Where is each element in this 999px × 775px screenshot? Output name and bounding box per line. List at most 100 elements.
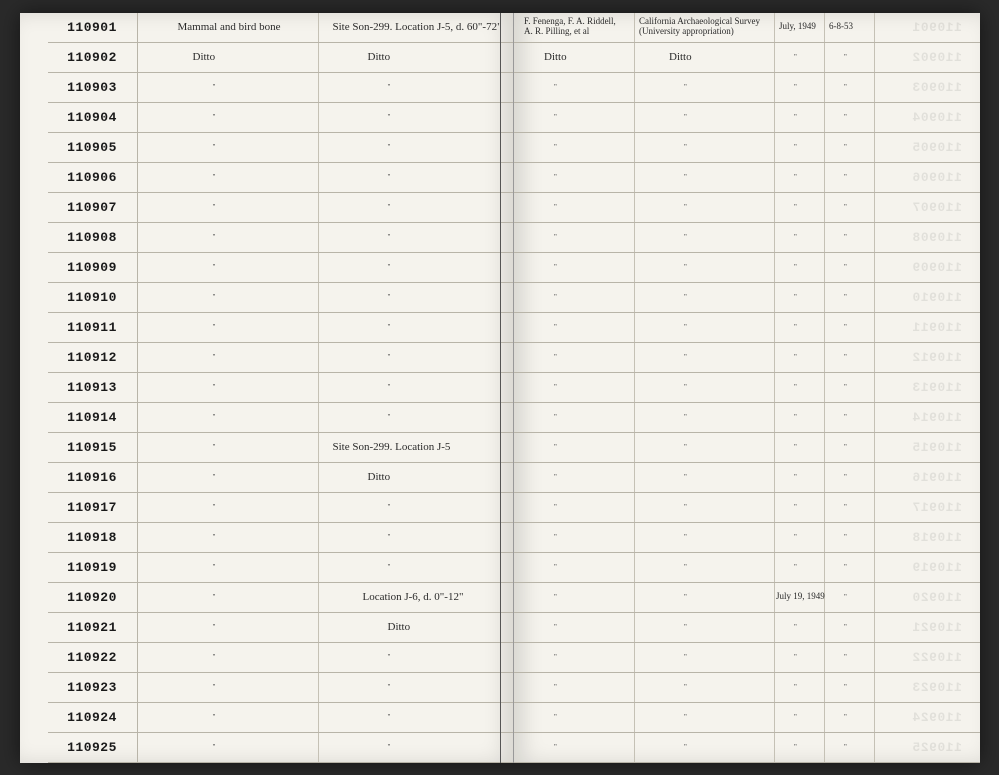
bleed-through-id: 110915 [912,440,962,455]
column-divider [634,703,635,732]
ditto-mark: " [388,83,391,91]
column-divider [874,343,875,372]
ditto-mark: " [213,443,216,451]
bleed-through-id: 110907 [912,200,962,215]
column-divider [318,523,319,552]
column-divider [874,13,875,42]
ledger-row: 110907"""" [514,193,980,223]
column-divider [824,643,825,672]
column-divider [634,523,635,552]
ditto-mark: " [684,83,687,91]
column-divider [824,103,825,132]
ditto-mark: " [794,293,797,301]
column-divider [318,373,319,402]
ditto-mark: " [213,293,216,301]
ditto-mark: " [844,563,847,571]
ditto-text: Ditto [368,51,391,63]
row-content-left: " Ditto [138,463,514,492]
ditto-mark: " [213,173,216,181]
row-content-right: 110911"""" [514,313,980,342]
ditto-mark: " [213,113,216,121]
bleed-through-id: 110917 [912,500,962,515]
column-divider [318,343,319,372]
ditto-mark: " [794,683,797,691]
ledger-row: 110903"""" [514,73,980,103]
ditto-mark: " [684,113,687,121]
row-content-right: 110908"""" [514,223,980,252]
ditto-mark: " [794,533,797,541]
ditto-mark: " [844,623,847,631]
bleed-through-id: 110904 [912,110,962,125]
row-id: 110919 [48,553,138,582]
ditto-mark: " [213,143,216,151]
ditto-mark: " [844,743,847,751]
ditto-mark: " [684,683,687,691]
column-divider [874,73,875,102]
ditto-mark: " [684,203,687,211]
ditto-mark: " [794,83,797,91]
column-divider [824,343,825,372]
ditto-mark: " [844,683,847,691]
column-divider [318,13,319,42]
ledger-row: 110905"" [48,133,514,163]
bleed-through-id: 110922 [912,650,962,665]
ditto-mark: " [213,683,216,691]
row-id: 110915 [48,433,138,462]
bleed-through-id: 110916 [912,470,962,485]
ledger-row: 110910"""" [514,283,980,313]
ditto-mark: " [213,353,216,361]
row-content-right: 110919"""" [514,553,980,582]
ditto-mark: " [554,683,557,691]
bleed-through-id: 110910 [912,290,962,305]
institution-text: California Archaeological Survey(Univers… [639,17,760,37]
row-content-left: "" [138,253,514,282]
row-content-left: "" [138,703,514,732]
ledger-row: 110922"" [48,643,514,673]
ledger-book: 110901Mammal and bird boneSite Son-299. … [20,13,980,763]
column-divider [774,283,775,312]
ditto-mark: " [213,473,216,481]
ditto-mark: " [794,143,797,151]
bleed-through-id: 110920 [912,590,962,605]
column-divider [874,403,875,432]
ditto-mark: " [388,503,391,511]
column-divider [774,553,775,582]
row-content-left: "" [138,133,514,162]
column-divider [874,733,875,762]
ditto-mark: " [554,353,557,361]
ditto-mark: " [684,263,687,271]
column-divider [774,493,775,522]
row-content-right: 110913"""" [514,373,980,402]
row-content-right: 110901F. Fenenga, F. A. Riddell,A. R. Pi… [514,13,980,42]
column-divider [874,703,875,732]
ditto-mark: " [213,263,216,271]
row-content-left: "" [138,553,514,582]
row-content-left: "" [138,343,514,372]
ditto-mark: " [213,413,216,421]
column-divider [824,223,825,252]
column-divider [318,253,319,282]
ledger-row: 110913"" [48,373,514,403]
ditto-text: Ditto [368,471,391,483]
ditto-mark: " [213,233,216,241]
row-content-right: 110924"""" [514,703,980,732]
column-divider [874,613,875,642]
ditto-mark: " [213,83,216,91]
ditto-mark: " [794,113,797,121]
column-divider [774,103,775,132]
ditto-mark: " [684,323,687,331]
column-divider [634,373,635,402]
ditto-mark: " [794,383,797,391]
ditto-mark: " [388,743,391,751]
row-content-right: 110923"""" [514,673,980,702]
column-divider [774,13,775,42]
ditto-mark: " [554,173,557,181]
bleed-through-id: 110901 [912,20,962,35]
ditto-mark: " [554,293,557,301]
column-divider [318,493,319,522]
column-divider [774,673,775,702]
column-divider [318,103,319,132]
column-divider [774,43,775,72]
column-divider [874,283,875,312]
ledger-row: 110917"""" [514,493,980,523]
